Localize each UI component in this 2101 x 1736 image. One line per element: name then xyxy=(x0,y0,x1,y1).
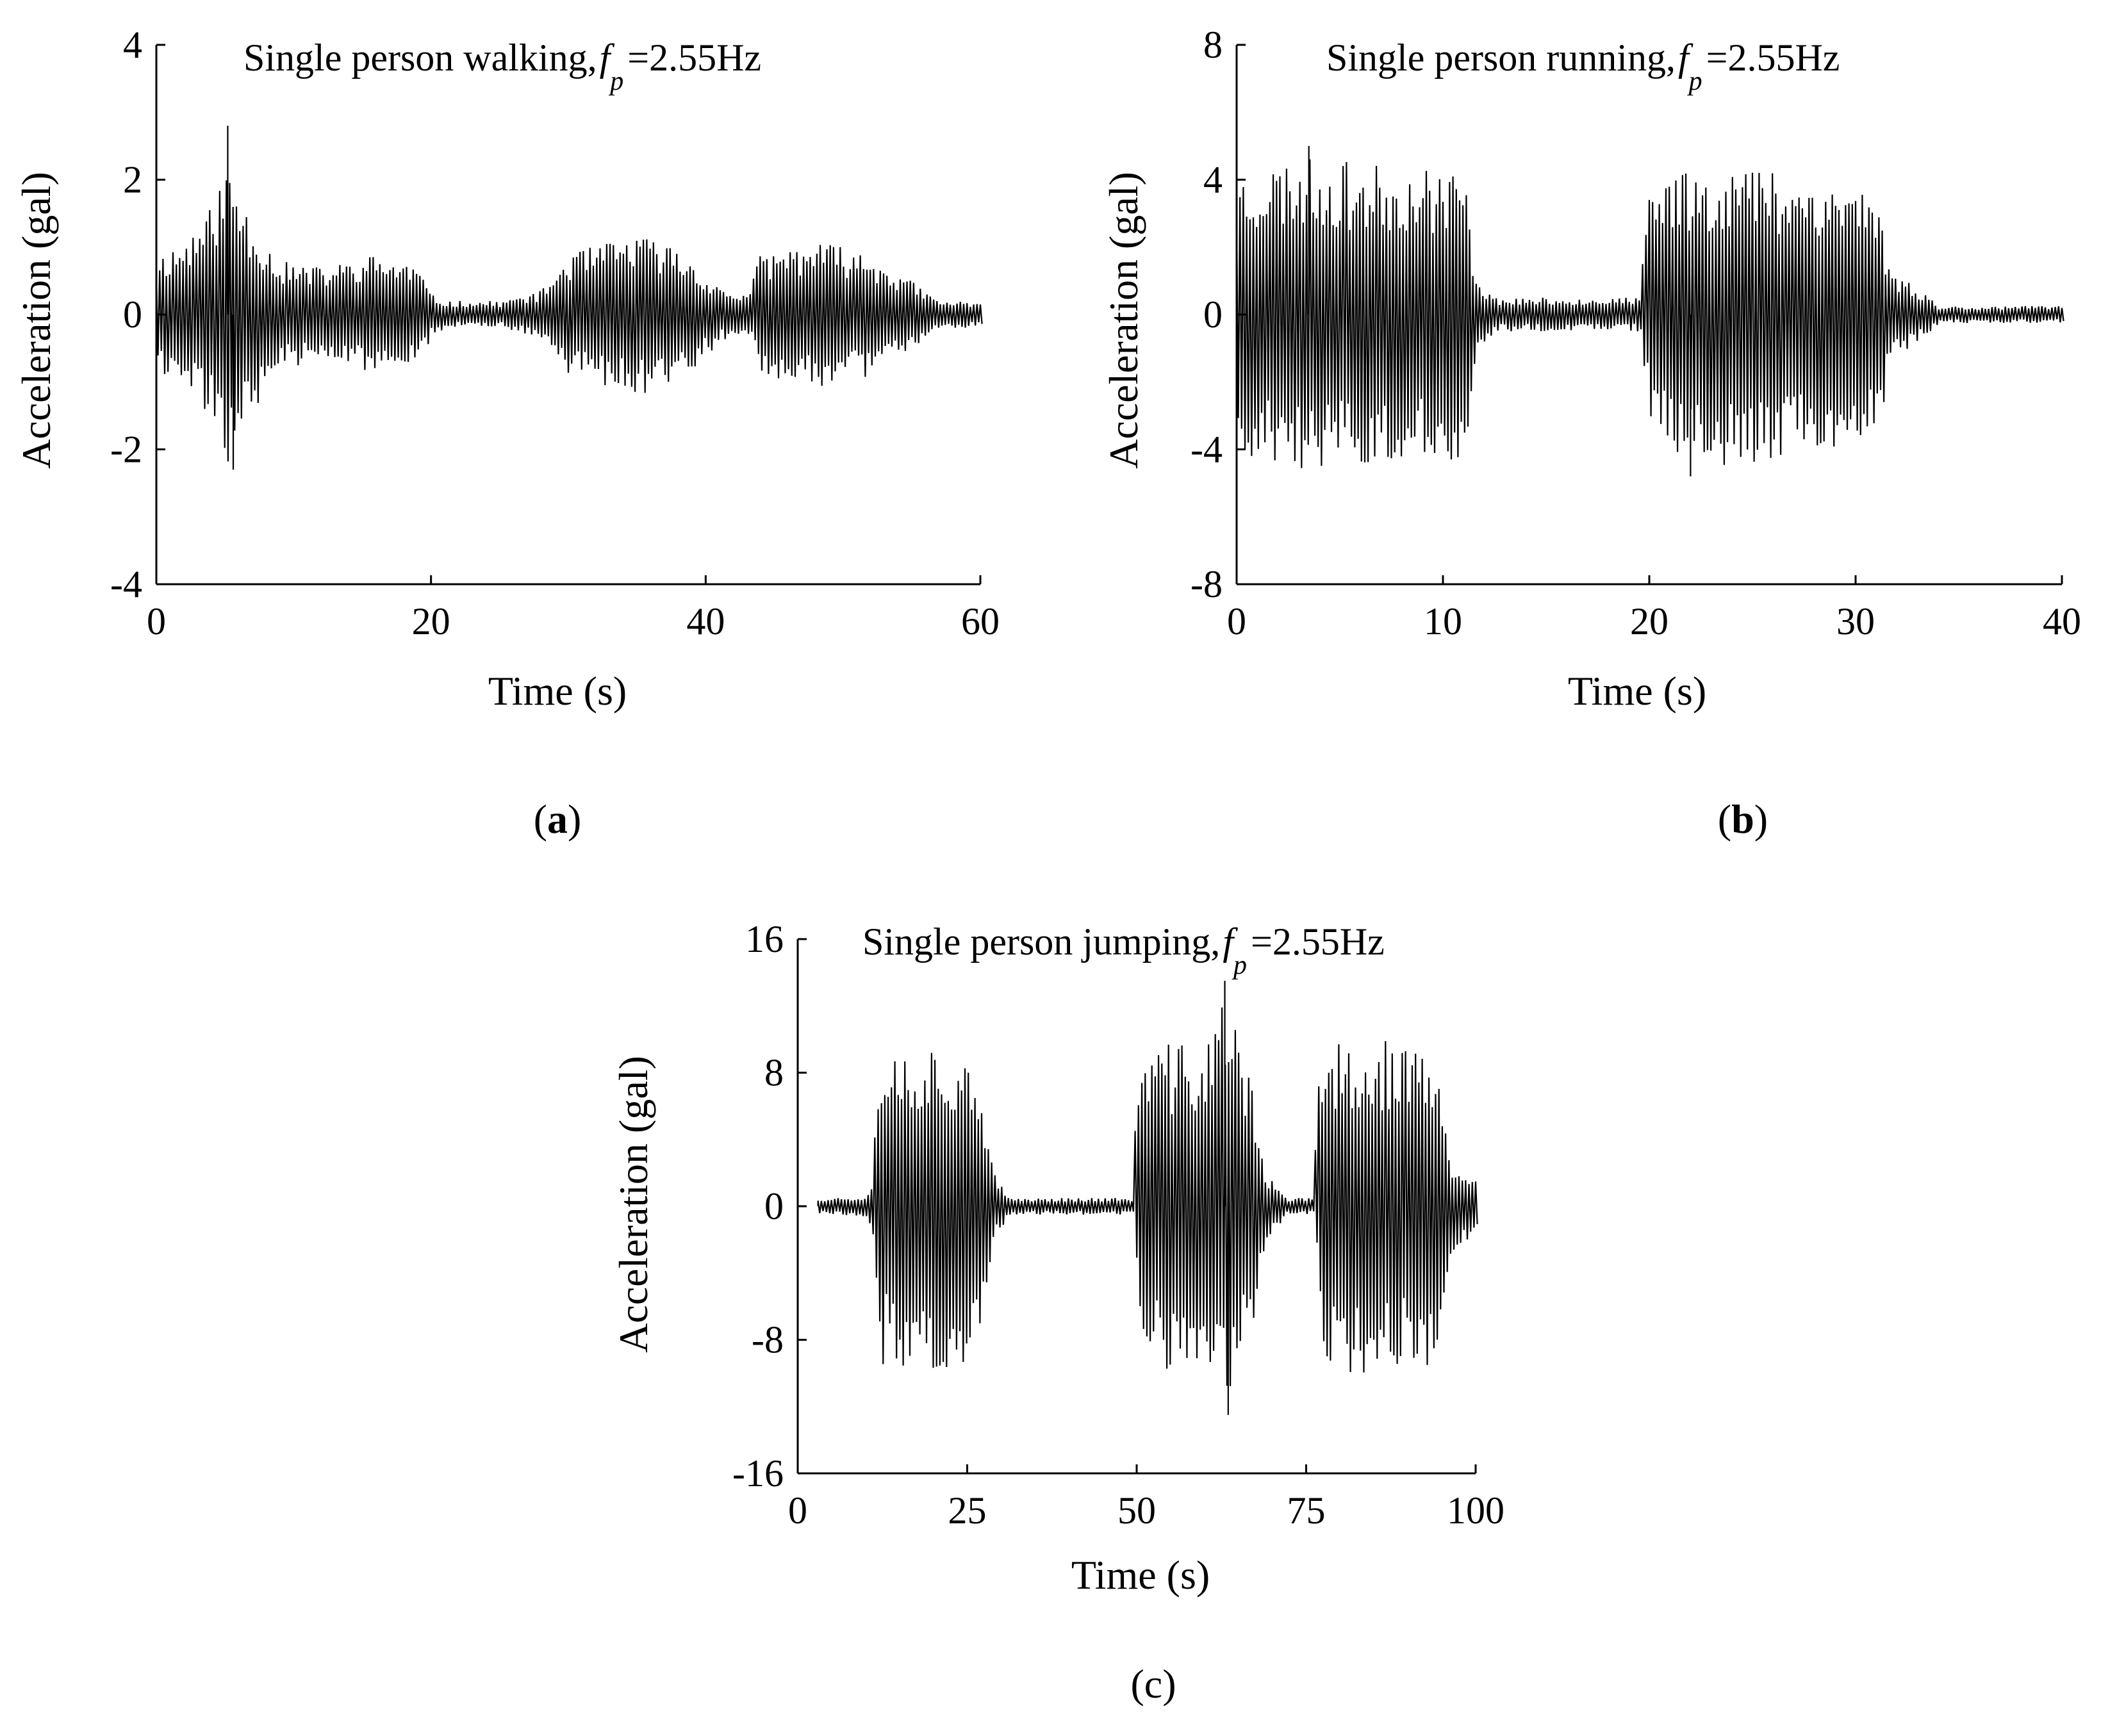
walking-y-tick-label: 0 xyxy=(123,293,142,336)
running-y-tick-label: 4 xyxy=(1203,159,1223,201)
jumping-x-tick-label: 50 xyxy=(1117,1489,1156,1532)
running-x-axis-label: Time (s) xyxy=(1568,668,1706,714)
jumping-x-tick-label: 75 xyxy=(1287,1489,1326,1532)
running-x-tick-label: 40 xyxy=(2043,600,2081,643)
jumping-x-tick-label: 0 xyxy=(788,1489,807,1532)
walking-x-tick-label: 60 xyxy=(961,600,1000,643)
running-y-tick-label: -8 xyxy=(1191,563,1223,605)
panel-b: -8 -4 0 4 8 0 10 20 30 40 Single person running,f… xyxy=(1051,0,2101,871)
panel-a: -4 -2 0 2 4 0 20 40 60 Single person walking,fp=… xyxy=(0,0,1051,871)
walking-signal-group xyxy=(155,126,983,470)
walking-x-tick-label: 40 xyxy=(686,600,725,643)
walking-y-tick-label: 4 xyxy=(123,24,142,66)
running-y-axis-label: Acceleration (gal) xyxy=(1101,172,1146,469)
walking-y-axis-label: Acceleration (gal) xyxy=(13,172,59,469)
running-y-tick-label: 8 xyxy=(1203,24,1223,66)
jumping-y-tick-label: -8 xyxy=(752,1319,784,1361)
walking-acceleration-trace xyxy=(155,180,983,462)
running-x-tick-label: 10 xyxy=(1424,600,1462,643)
running-acceleration-trace xyxy=(1235,159,2064,468)
jumping-y-tick-label: 0 xyxy=(764,1185,784,1227)
running-chart-title: Single person running,fp=2.55Hz xyxy=(1326,37,1840,96)
running-y-tick-label: 0 xyxy=(1203,293,1223,336)
panel-label-b: (b) xyxy=(1718,796,1768,842)
walking-y-tick-label: 2 xyxy=(123,159,142,201)
walking-x-axis-label: Time (s) xyxy=(488,668,627,714)
running-x-tick-label: 30 xyxy=(1836,600,1875,643)
jumping-chart-title: Single person jumping,fp=2.55Hz xyxy=(862,921,1385,980)
jumping-signal-group xyxy=(817,981,1478,1415)
panel-label-a: (a) xyxy=(534,796,582,842)
jumping-y-tick-label: 8 xyxy=(764,1052,784,1094)
jumping-axes: -16 -8 0 8 16 0 25 50 75 100 xyxy=(732,918,1504,1532)
jumping-y-tick-label: -16 xyxy=(732,1452,784,1494)
panel-label-c: (c) xyxy=(1130,1661,1176,1707)
jumping-x-tick-label: 100 xyxy=(1447,1489,1504,1532)
walking-y-tick-label: -4 xyxy=(110,563,142,605)
jumping-chart: -16 -8 0 8 16 0 25 50 75 100 Single person jumpin… xyxy=(611,918,1504,1707)
running-y-tick-label: -4 xyxy=(1191,429,1223,471)
walking-x-tick-label: 20 xyxy=(412,600,450,643)
jumping-x-axis-label: Time (s) xyxy=(1071,1552,1210,1598)
running-axes: -8 -4 0 4 8 0 10 20 30 40 xyxy=(1191,24,2081,643)
running-x-tick-label: 0 xyxy=(1227,600,1246,643)
jumping-y-tick-label: 16 xyxy=(745,918,784,960)
walking-x-tick-label: 0 xyxy=(147,600,166,643)
walking-y-tick-label: -2 xyxy=(110,429,142,471)
jumping-y-axis-label: Acceleration (gal) xyxy=(611,1056,656,1353)
running-chart: -8 -4 0 4 8 0 10 20 30 40 Single person running,f… xyxy=(1101,24,2081,842)
jumping-x-tick-label: 25 xyxy=(948,1489,987,1532)
jumping-acceleration-trace xyxy=(817,1007,1478,1386)
walking-chart-title: Single person walking,fp=2.55Hz xyxy=(243,37,761,96)
running-signal-group xyxy=(1235,145,2064,477)
running-x-tick-label: 20 xyxy=(1630,600,1668,643)
panel-c: -16 -8 0 8 16 0 25 50 75 100 Single person jumpin… xyxy=(525,884,1576,1733)
